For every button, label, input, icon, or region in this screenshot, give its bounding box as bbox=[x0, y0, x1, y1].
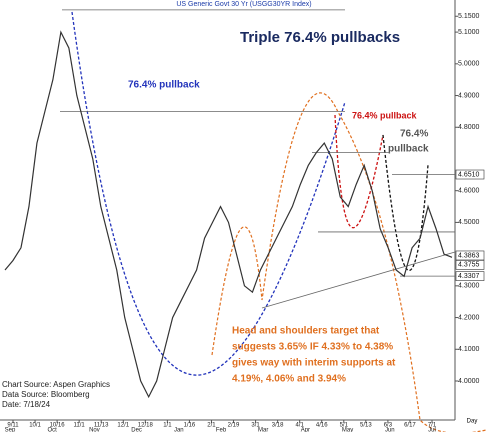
y-tick-label: 4.8000 bbox=[458, 124, 480, 131]
x-unit: Day bbox=[467, 419, 478, 425]
month-label: Nov bbox=[89, 428, 100, 432]
month-label: Jul bbox=[428, 428, 436, 432]
price-label: 4.3863 bbox=[458, 252, 480, 259]
x-tick-label: 2/1 bbox=[207, 423, 216, 429]
x-tick-label: 3/1 bbox=[251, 423, 260, 429]
y-tick-label: 5.0000 bbox=[458, 61, 480, 68]
header: US Generic Govt 30 Yr (USGG30YR Index) bbox=[176, 1, 311, 8]
note-line: suggests 3.65% IF 4.33% to 4.38% bbox=[232, 342, 393, 353]
month-label: Dec bbox=[131, 428, 142, 432]
trend-line bbox=[261, 251, 456, 309]
note-line: Head and shoulders target that bbox=[232, 326, 380, 337]
price-label: 4.3755 bbox=[458, 262, 480, 269]
month-label: Oct bbox=[48, 428, 58, 432]
price-label: 4.3307 bbox=[458, 273, 480, 280]
y-tick-label: 4.5000 bbox=[458, 219, 480, 226]
x-tick-label: 5/13 bbox=[360, 423, 372, 429]
x-tick-label: 6/17 bbox=[404, 423, 416, 429]
pullback-arc bbox=[71, 11, 346, 376]
price-line bbox=[4, 30, 453, 399]
source-line: Chart Source: Aspen Graphics bbox=[2, 380, 110, 389]
price-label: 4.6510 bbox=[458, 171, 480, 178]
annotation: 76.4% pullback bbox=[352, 110, 418, 120]
x-tick-label: 11/1 bbox=[74, 423, 86, 429]
month-label: Mar bbox=[258, 428, 268, 432]
price-label-box bbox=[455, 271, 485, 281]
month-label: Sep bbox=[5, 428, 16, 432]
month-label: Apr bbox=[301, 428, 310, 432]
red-arc bbox=[334, 114, 384, 229]
y-tick-label: 4.6000 bbox=[458, 188, 480, 195]
x-tick-label: 1/16 bbox=[184, 423, 196, 429]
black-arc bbox=[382, 134, 429, 272]
source-line: Date: 7/18/24 bbox=[2, 400, 51, 409]
x-tick-label: 4/16 bbox=[316, 423, 328, 429]
y-tick-label: 4.1000 bbox=[458, 346, 480, 353]
orange-arc bbox=[211, 92, 487, 432]
x-tick-label: 5/1 bbox=[340, 423, 349, 429]
y-tick-label: 5.1500 bbox=[458, 13, 480, 20]
y-tick-label: 5.1000 bbox=[458, 29, 480, 36]
x-tick-label: 2/19 bbox=[228, 423, 240, 429]
x-tick-label: 9/11 bbox=[7, 423, 19, 429]
x-tick-label: 10/1 bbox=[29, 423, 41, 429]
month-label: Jun bbox=[385, 428, 395, 432]
month-label: Jan bbox=[174, 428, 184, 432]
x-tick-label: 3/18 bbox=[272, 423, 284, 429]
y-tick-label: 4.3000 bbox=[458, 283, 480, 290]
source-line: Data Source: Bloomberg bbox=[2, 390, 90, 399]
annotation: pullback bbox=[388, 144, 429, 155]
x-tick-label: 12/1 bbox=[117, 423, 129, 429]
x-tick-label: 4/1 bbox=[296, 423, 305, 429]
y-tick-label: 4.2000 bbox=[458, 314, 480, 321]
x-tick-label: 11/13 bbox=[94, 423, 109, 429]
y-tick-label: 4.9000 bbox=[458, 92, 480, 99]
chart-title: Triple 76.4% pullbacks bbox=[240, 29, 400, 46]
annotation: 76.4% bbox=[400, 129, 428, 140]
price-label-box bbox=[455, 169, 485, 180]
y-tick-label: 4.0000 bbox=[458, 378, 480, 385]
x-tick-label: 1/1 bbox=[163, 423, 172, 429]
price-label-box bbox=[455, 260, 485, 270]
x-tick-label: 6/3 bbox=[384, 423, 393, 429]
month-label: May bbox=[342, 428, 353, 432]
x-tick-label: 10/16 bbox=[50, 423, 66, 429]
note-line: 4.19%, 4.06% and 3.94% bbox=[232, 374, 346, 385]
annotation: 76.4% pullback bbox=[128, 80, 200, 91]
month-label: Feb bbox=[216, 428, 227, 432]
note-line: gives way with interim supports at bbox=[232, 358, 396, 369]
x-tick-label: 7/1 bbox=[428, 423, 437, 429]
price-label-box bbox=[455, 250, 485, 261]
x-tick-label: 12/18 bbox=[138, 423, 154, 429]
